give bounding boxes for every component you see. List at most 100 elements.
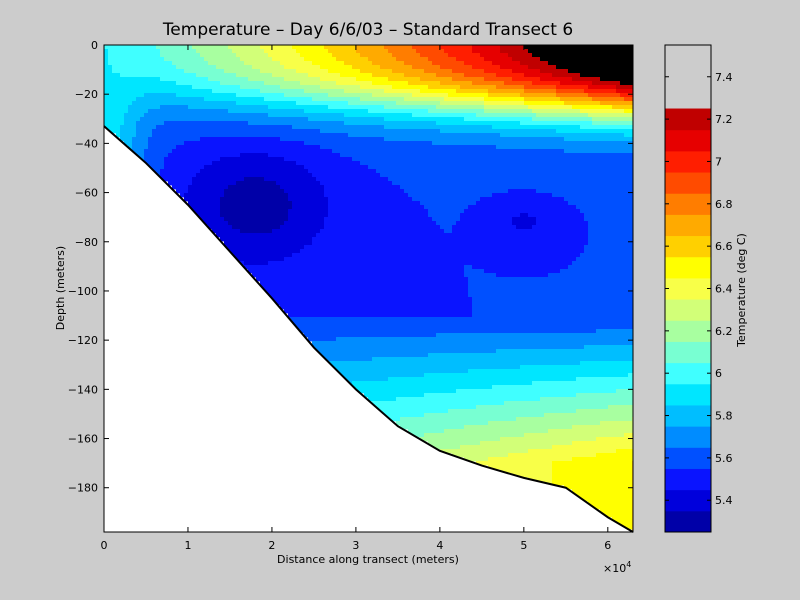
- contour-cell: [112, 105, 117, 110]
- contour-cell: [404, 341, 409, 346]
- contour-cell: [196, 169, 201, 174]
- contour-cell: [252, 261, 257, 266]
- contour-cell: [140, 129, 145, 134]
- contour-cell: [320, 217, 325, 222]
- contour-cell: [184, 165, 189, 170]
- contour-cell: [412, 409, 417, 414]
- contour-cell: [220, 237, 225, 242]
- contour-cell: [364, 129, 369, 134]
- contour-cell: [364, 357, 369, 362]
- contour-cell: [324, 329, 329, 334]
- contour-cell: [400, 145, 405, 150]
- contour-cell: [276, 297, 281, 302]
- contour-cell: [260, 77, 265, 82]
- contour-cell: [152, 165, 157, 170]
- contour-cell: [332, 193, 337, 198]
- contour-cell: [176, 181, 181, 186]
- contour-cell: [396, 305, 401, 310]
- contour-cell: [408, 233, 413, 238]
- contour-cell: [288, 109, 293, 114]
- contour-cell: [220, 177, 225, 182]
- contour-cell: [344, 65, 349, 70]
- contour-cell: [376, 181, 381, 186]
- contour-cell: [280, 305, 285, 310]
- contour-cell: [176, 113, 181, 118]
- contour-cell: [208, 81, 213, 86]
- contour-cell: [216, 193, 221, 198]
- contour-cell: [292, 85, 297, 90]
- contour-cell: [276, 301, 281, 306]
- contour-cell: [408, 257, 413, 262]
- contour-cell: [336, 89, 341, 94]
- contour-cell: [404, 93, 409, 98]
- contour-cell: [372, 57, 377, 62]
- contour-cell: [304, 93, 309, 98]
- contour-cell: [396, 317, 401, 322]
- contour-cell: [164, 161, 169, 166]
- contour-cell: [352, 353, 357, 358]
- contour-cell: [380, 225, 385, 230]
- contour-cell: [192, 81, 197, 86]
- contour-cell: [408, 393, 413, 398]
- contour-cell: [352, 361, 357, 366]
- contour-cell: [224, 49, 229, 54]
- contour-cell: [204, 161, 209, 166]
- contour-cell: [216, 81, 221, 86]
- contour-cell: [392, 197, 397, 202]
- contour-cell: [248, 173, 253, 178]
- contour-cell: [252, 189, 257, 194]
- contour-cell: [272, 81, 277, 86]
- contour-cell: [252, 157, 257, 162]
- contour-cell: [360, 329, 365, 334]
- contour-cell: [372, 53, 377, 58]
- contour-cell: [296, 93, 301, 98]
- contour-cell: [168, 65, 173, 70]
- contour-cell: [204, 89, 209, 94]
- contour-cell: [248, 65, 253, 70]
- contour-cell: [416, 225, 421, 230]
- contour-cell: [400, 417, 405, 422]
- contour-cell: [360, 205, 365, 210]
- contour-cell: [280, 125, 285, 130]
- contour-cell: [396, 277, 401, 282]
- contour-cell: [404, 185, 409, 190]
- contour-cell: [352, 141, 357, 146]
- contour-cell: [420, 389, 425, 394]
- contour-cell: [172, 161, 177, 166]
- contour-cell: [260, 157, 265, 162]
- contour-cell: [108, 69, 113, 74]
- contour-cell: [200, 137, 205, 142]
- contour-cell: [288, 193, 293, 198]
- contour-cell: [308, 177, 313, 182]
- contour-cell: [408, 137, 413, 142]
- contour-cell: [304, 265, 309, 270]
- contour-cell: [244, 173, 249, 178]
- contour-cell: [344, 221, 349, 226]
- contour-cell: [372, 381, 377, 386]
- contour-cell: [156, 49, 161, 54]
- contour-cell: [384, 261, 389, 266]
- contour-cell: [372, 373, 377, 378]
- contour-cell: [288, 81, 293, 86]
- contour-cell: [376, 197, 381, 202]
- contour-cell: [168, 105, 173, 110]
- contour-cell: [304, 253, 309, 258]
- contour-cell: [164, 117, 169, 122]
- contour-cell: [396, 141, 401, 146]
- contour-cell: [144, 89, 149, 94]
- contour-cell: [312, 145, 317, 150]
- contour-cell: [392, 341, 397, 346]
- contour-cell: [424, 433, 429, 438]
- contour-cell: [412, 413, 417, 418]
- contour-cell: [232, 193, 237, 198]
- contour-cell: [396, 269, 401, 274]
- contour-cell: [404, 301, 409, 306]
- contour-cell: [256, 141, 261, 146]
- contour-cell: [400, 237, 405, 242]
- contour-cell: [272, 205, 277, 210]
- contour-cell: [400, 353, 405, 358]
- contour-cell: [420, 85, 425, 90]
- contour-cell: [328, 97, 333, 102]
- contour-cell: [124, 105, 129, 110]
- contour-cell: [340, 329, 345, 334]
